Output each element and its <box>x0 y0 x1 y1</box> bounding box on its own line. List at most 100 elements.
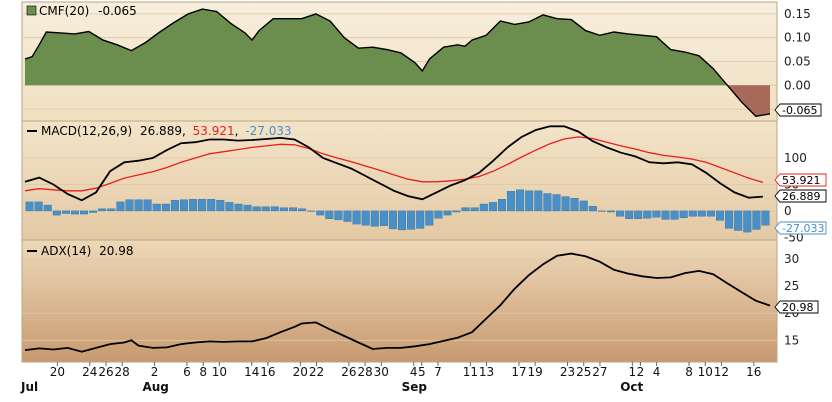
macd-histogram-bar <box>370 210 379 227</box>
macd-histogram-bar <box>243 204 252 212</box>
macd-histogram-bar <box>43 204 52 212</box>
macd-histogram-bar <box>234 203 243 212</box>
y-tick-label: 0.05 <box>784 55 811 69</box>
macd-histogram-bar <box>525 190 534 212</box>
x-tick-label: 4 <box>653 365 661 379</box>
cmf-value-tag-text: -0.065 <box>782 104 817 117</box>
macd-histogram-bar <box>361 210 370 226</box>
x-tick-label: 11 <box>463 365 478 379</box>
cmf-title-value: -0.065 <box>98 4 137 18</box>
macd-histogram-bar <box>379 210 388 226</box>
macd-title: MACD(12,26,9) 26.889, 53.921, -27.033 <box>27 124 292 138</box>
cmf-line <box>24 8 771 117</box>
macd-histogram-bar <box>688 210 697 217</box>
macd-histogram-bar <box>443 210 452 216</box>
cmf-value-tag: -0.065 <box>774 103 822 117</box>
x-tick-label: 27 <box>592 365 607 379</box>
macd-histogram-bar <box>152 203 161 212</box>
macd-histogram-bar <box>498 199 507 212</box>
macd-histogram-bar <box>734 210 743 231</box>
macd-histogram-bar <box>716 210 725 221</box>
y-tick-label: 0.15 <box>784 7 811 21</box>
y-tick-label: 100 <box>784 151 807 165</box>
x-tick-label: 16 <box>260 365 275 379</box>
x-tick-label: 19 <box>528 365 543 379</box>
macd-histogram-bar <box>134 199 143 212</box>
macd-title-label: MACD(12,26,9) <box>41 124 132 138</box>
x-tick-label: 2 <box>637 365 645 379</box>
macd-histogram-bar <box>79 210 88 215</box>
macd-histogram-bar <box>706 210 715 217</box>
x-tick-label: 20 <box>50 365 65 379</box>
x-tick-label: 30 <box>374 365 389 379</box>
x-tick-label: 4 <box>410 365 418 379</box>
macd-histogram-bar <box>607 210 616 213</box>
macd-histogram-bar <box>298 208 307 212</box>
macd-histogram-bar <box>252 206 261 212</box>
macd-histogram-bar <box>116 201 125 212</box>
cmf-panel: 0.150.100.050.00-0.05 CMF(20) -0.065 -0.… <box>21 1 822 122</box>
macd-histogram-bar <box>752 210 761 230</box>
macd-histogram-bar <box>679 210 688 218</box>
cmf-title-label: CMF(20) <box>39 4 89 18</box>
cmf-legend-icon <box>26 5 37 16</box>
y-tick-label: 0 <box>784 204 792 218</box>
macd-signal-line <box>24 136 764 192</box>
macd-histogram-bar <box>434 210 443 219</box>
macd-histogram-bar <box>89 210 98 213</box>
y-tick-label: 25 <box>784 279 799 293</box>
x-tick-label: 12 <box>714 365 729 379</box>
macd-histogram-bar <box>225 202 234 212</box>
macd-histogram-bar <box>488 202 497 212</box>
macd-histogram-bar <box>343 210 352 222</box>
macd-histogram-bar <box>652 210 661 218</box>
y-tick-label: 0.00 <box>784 78 811 92</box>
macd-histogram-bar <box>579 200 588 212</box>
macd-histogram-bar <box>534 190 543 212</box>
macd-histogram-bar <box>143 199 152 212</box>
x-tick-label: 20 <box>293 365 308 379</box>
macd-histogram-bar <box>388 210 397 230</box>
macd-histogram-bar <box>52 210 61 216</box>
macd-histogram-bar <box>761 210 770 226</box>
macd-histogram-bar <box>34 201 43 212</box>
macd-histogram-bar <box>161 203 170 212</box>
macd-histogram-bar <box>543 193 552 212</box>
macd-histogram-bar <box>170 200 179 212</box>
macd-histogram-bar <box>207 199 216 212</box>
macd-histogram-bar <box>570 197 579 212</box>
macd-histogram-bar <box>452 210 461 213</box>
macd-histogram-bar <box>189 199 198 212</box>
macd-histogram-bar <box>516 189 525 212</box>
macd-histogram-bar <box>743 210 752 233</box>
adx-panel-bg <box>21 239 778 363</box>
macd-histogram-bar <box>261 206 270 212</box>
macd-line-tag-text: 26.889 <box>782 190 821 203</box>
macd-title-hist-value: -27.033 <box>245 124 291 138</box>
svg-text:ADX(14) 20.98: ADX(14) 20.98 <box>41 244 134 258</box>
adx-y-axis-ticks: 30252015 <box>784 252 799 347</box>
macd-histogram-bar <box>61 210 70 214</box>
x-tick-label: 1 <box>629 365 637 379</box>
macd-histogram-bar <box>216 200 225 212</box>
macd-histogram-bar <box>179 199 188 212</box>
svg-text:MACD(12,26,9) 26.889,: MACD(12,26,9) 26.889, 53.921, -27.033 <box>41 124 292 138</box>
macd-histogram-bar <box>643 210 652 219</box>
adx-line <box>24 252 771 353</box>
macd-histogram-bar <box>507 191 516 212</box>
x-tick-label: 26 <box>341 365 356 379</box>
macd-signal-tag: 53.921 <box>774 173 827 187</box>
macd-histogram-bar <box>289 207 298 212</box>
x-tick-label: 8 <box>199 365 207 379</box>
adx-title: ADX(14) 20.98 <box>27 244 134 258</box>
macd-signal-tag-text: 53.921 <box>782 174 821 187</box>
macd-histogram-bar <box>616 210 625 217</box>
macd-histogram-bar <box>634 210 643 219</box>
macd-histogram-bar <box>307 210 316 212</box>
macd-histogram-bar <box>588 205 597 212</box>
x-tick-label: 2 <box>151 365 159 379</box>
macd-histogram-bar <box>597 210 606 212</box>
adx-value-tag-text: 20.98 <box>782 301 814 314</box>
macd-histogram-bar <box>198 199 207 212</box>
